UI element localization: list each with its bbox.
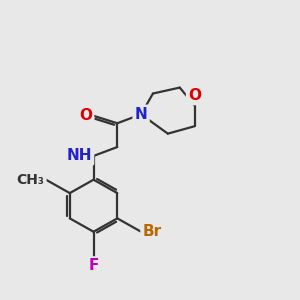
Text: CH₃: CH₃	[16, 173, 44, 187]
Text: O: O	[79, 108, 92, 123]
Text: O: O	[188, 88, 201, 103]
Text: N: N	[135, 107, 148, 122]
Text: NH: NH	[67, 148, 92, 164]
Text: Br: Br	[142, 224, 162, 239]
Text: F: F	[88, 259, 99, 274]
